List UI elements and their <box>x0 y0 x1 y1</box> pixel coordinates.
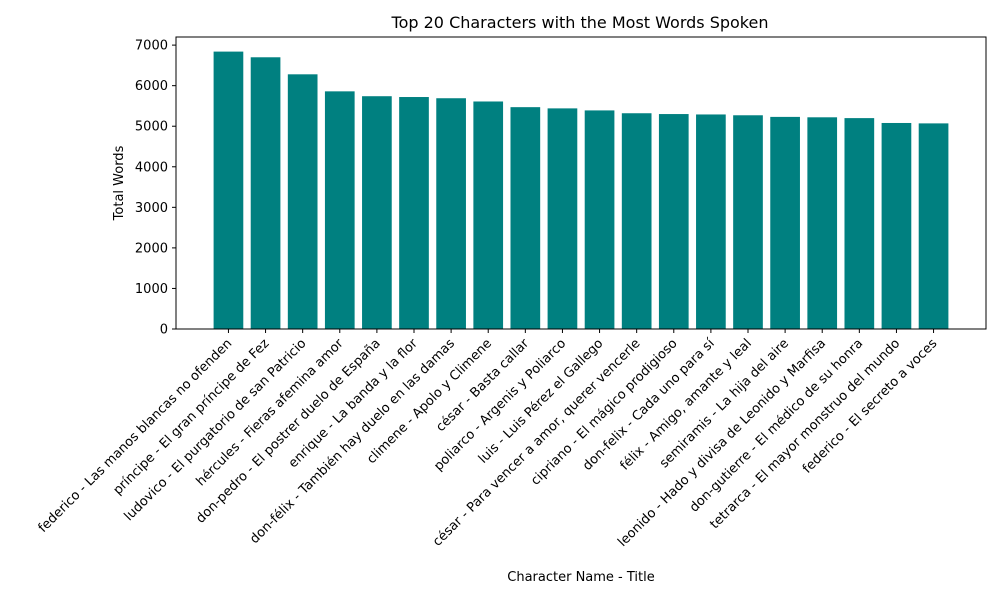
bar <box>362 96 392 329</box>
bar <box>696 114 726 329</box>
y-tick-label: 6000 <box>135 79 168 94</box>
bar <box>770 116 800 330</box>
y-tick-label: 5000 <box>135 120 168 135</box>
plot-area: 0 1000 2000 3000 4000 5000 6000 7000 federico - … <box>36 39 949 550</box>
bar <box>473 101 504 329</box>
bar <box>436 98 466 329</box>
bar <box>881 122 912 329</box>
y-tick-label: 1000 <box>135 282 168 297</box>
y-axis-label: Total Words <box>112 145 127 221</box>
y-tick-label: 7000 <box>135 39 168 54</box>
y-tick-label: 2000 <box>135 241 168 256</box>
chart-title: Top 20 Characters with the Most Words Sp… <box>391 13 769 32</box>
bar <box>918 123 949 329</box>
bar <box>287 74 318 329</box>
bar <box>547 108 578 329</box>
x-tick-label: federico - El secreto a voces <box>800 336 941 477</box>
bar <box>807 117 838 329</box>
y-tick-label: 4000 <box>135 160 168 175</box>
y-tick-label: 3000 <box>135 201 168 216</box>
bar <box>510 107 541 330</box>
bar <box>584 110 615 330</box>
bar <box>213 51 244 329</box>
bar <box>621 113 652 329</box>
bar <box>250 57 281 330</box>
x-axis-label: Character Name - Title <box>507 570 654 585</box>
y-tick-label: 0 <box>160 323 168 338</box>
bar <box>399 97 429 330</box>
bar <box>324 91 355 329</box>
bar <box>658 114 689 329</box>
plot-frame <box>175 36 987 330</box>
bar <box>844 118 875 329</box>
bar <box>733 115 763 330</box>
